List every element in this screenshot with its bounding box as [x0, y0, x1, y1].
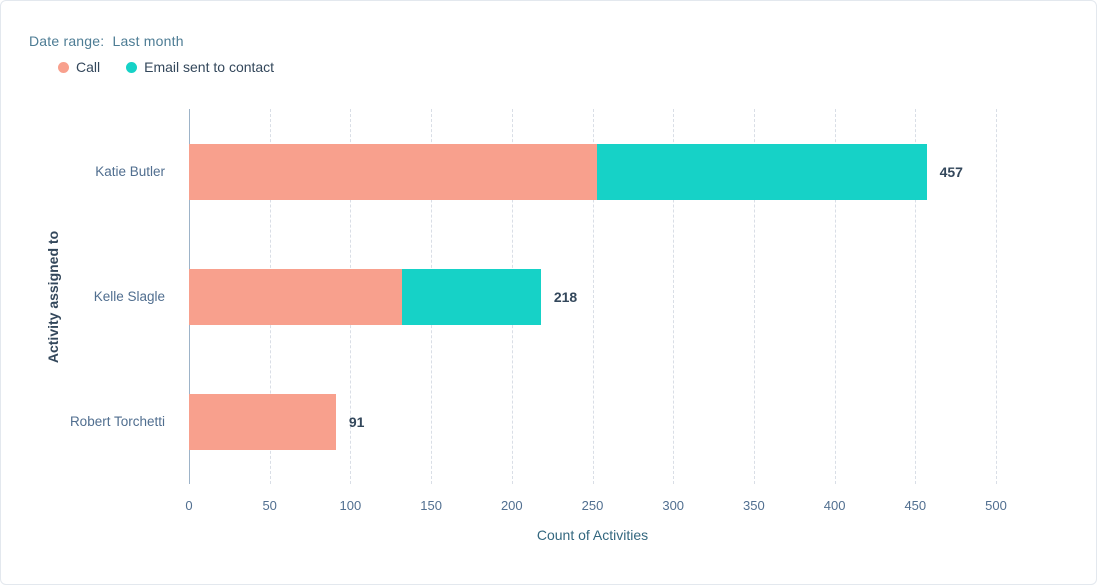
x-tick-label: 350 — [743, 498, 765, 513]
bar-segment-email-sent-to-contact[interactable] — [402, 268, 541, 325]
x-axis-ticks: 0 50 100 150 200 250 300 350 400 450 500 — [185, 498, 1006, 516]
legend-item-email[interactable]: Email sent to contact — [126, 59, 274, 75]
x-tick-label: 250 — [581, 498, 604, 513]
bar-segment-call[interactable] — [189, 393, 336, 450]
gridline — [592, 109, 594, 484]
x-tick-label: 200 — [500, 498, 523, 513]
x-tick-label: 450 — [904, 498, 927, 513]
bar-total-label: 457 — [939, 163, 963, 180]
legend-label: Call — [76, 59, 101, 75]
gridline — [753, 109, 755, 484]
gridline — [996, 109, 997, 484]
x-tick-label: 300 — [662, 498, 685, 513]
category-labels: Katie Butler Kelle Slagle Robert Torchetti — [1, 109, 177, 484]
date-range-value: Last month — [112, 33, 184, 49]
bar-segment-call[interactable] — [189, 268, 403, 325]
x-tick-label: 400 — [823, 498, 846, 513]
bar-segment-call[interactable] — [189, 143, 598, 200]
gridline — [915, 109, 917, 484]
legend-dot-call-icon — [58, 61, 69, 73]
legend-item-call[interactable]: Call — [58, 59, 100, 75]
bar-total-label: 91 — [348, 413, 365, 430]
bar-row: 91 — [189, 393, 996, 450]
chart-legend: Call Email sent to contact — [58, 59, 274, 75]
x-axis-title: Count of Activities — [536, 527, 649, 543]
x-tick-label: 0 — [185, 498, 193, 513]
x-tick-label: 500 — [985, 498, 1007, 513]
legend-dot-email-icon — [126, 61, 138, 73]
date-range: Date range: Last month — [29, 33, 184, 49]
date-range-label: Date range: — [29, 33, 105, 49]
bar-total-label: 218 — [553, 288, 578, 305]
x-tick-label: 50 — [262, 498, 277, 513]
plot-area: 457 218 91 — [189, 109, 997, 484]
bar-row: 457 — [189, 143, 996, 200]
bar-row: 218 — [189, 268, 996, 325]
category-label: Katie Butler — [95, 164, 165, 179]
gridline — [673, 109, 675, 484]
x-tick-label: 150 — [420, 498, 442, 513]
bar-segment-email-sent-to-contact[interactable] — [597, 143, 927, 200]
gridline — [834, 109, 836, 484]
category-label: Robert Torchetti — [69, 414, 165, 429]
x-tick-label: 100 — [339, 498, 362, 513]
legend-label: Email sent to contact — [144, 59, 275, 75]
category-label: Kelle Slagle — [93, 289, 165, 304]
